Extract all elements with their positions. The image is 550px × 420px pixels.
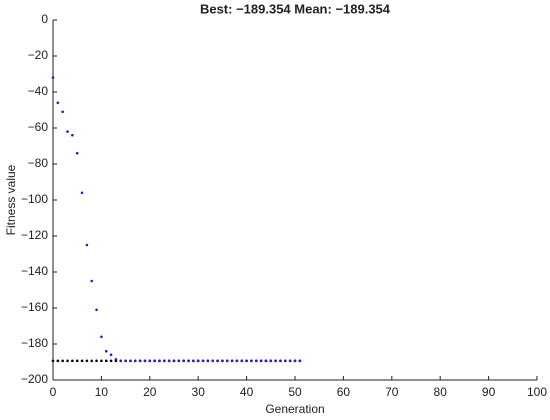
point xyxy=(211,359,215,363)
point xyxy=(187,359,190,363)
point xyxy=(124,359,127,363)
point xyxy=(71,359,74,363)
y-axis-label: Fitness value xyxy=(4,164,18,235)
x-tick-label: 60 xyxy=(337,385,351,399)
point xyxy=(104,349,108,353)
point xyxy=(66,130,69,133)
x-tick-label: 80 xyxy=(434,385,448,399)
point xyxy=(274,359,277,363)
y-tick-label: −40 xyxy=(28,84,49,98)
point xyxy=(61,359,64,363)
point xyxy=(235,359,239,363)
point xyxy=(90,279,94,283)
chart-title: Best: −189.354 Mean: −189.354 xyxy=(200,1,391,16)
y-tick-label: −60 xyxy=(28,120,49,134)
y-tick-label: −80 xyxy=(28,156,49,170)
x-tick-label: 30 xyxy=(192,385,206,399)
point xyxy=(254,359,258,363)
point xyxy=(293,359,297,363)
x-tick-label: 90 xyxy=(482,385,496,399)
point xyxy=(182,359,185,363)
point xyxy=(75,359,79,363)
y-tick-label: 0 xyxy=(41,12,48,26)
point xyxy=(163,359,166,363)
y-tick-label: −140 xyxy=(21,264,48,278)
point xyxy=(100,359,103,363)
point xyxy=(216,359,219,363)
x-tick-label: 70 xyxy=(385,385,399,399)
x-tick-label: 40 xyxy=(240,385,254,399)
point xyxy=(129,359,132,363)
point xyxy=(279,359,282,363)
y-tick-label: −180 xyxy=(21,336,48,350)
point xyxy=(153,359,156,363)
y-tick-label: −20 xyxy=(28,48,49,62)
x-tick-label: 0 xyxy=(50,385,57,399)
point xyxy=(206,359,210,363)
point xyxy=(148,359,152,363)
point xyxy=(133,359,137,363)
point xyxy=(269,359,273,363)
point xyxy=(143,359,147,363)
point xyxy=(85,243,89,247)
point xyxy=(284,359,287,363)
point xyxy=(225,359,229,363)
point xyxy=(114,358,118,361)
point xyxy=(167,359,171,363)
point xyxy=(298,359,302,363)
x-tick-label: 50 xyxy=(288,385,302,399)
point xyxy=(100,335,103,339)
point xyxy=(95,359,98,363)
point xyxy=(288,359,292,363)
point xyxy=(80,191,84,195)
point xyxy=(90,359,94,363)
point xyxy=(95,308,98,312)
point xyxy=(230,359,234,363)
point xyxy=(109,359,113,363)
x-tick-label: 100 xyxy=(527,385,547,399)
point xyxy=(245,359,248,363)
y-tick-label: −120 xyxy=(21,228,48,242)
point xyxy=(109,353,113,357)
point xyxy=(172,359,176,363)
point xyxy=(119,359,123,363)
point xyxy=(61,110,64,114)
point xyxy=(80,359,84,363)
point xyxy=(240,359,244,363)
x-tick-label: 20 xyxy=(143,385,157,399)
point xyxy=(259,359,263,363)
point xyxy=(196,359,200,363)
point xyxy=(138,359,142,363)
y-tick-label: −160 xyxy=(21,300,48,314)
point xyxy=(66,359,69,363)
point xyxy=(250,359,253,363)
point xyxy=(158,359,161,363)
y-tick-label: −100 xyxy=(21,192,48,206)
point xyxy=(51,359,55,363)
x-axis-label: Generation xyxy=(265,402,324,416)
point xyxy=(51,76,55,79)
point xyxy=(56,101,60,105)
point xyxy=(201,359,205,363)
point xyxy=(177,359,181,363)
point xyxy=(75,151,79,155)
point xyxy=(71,133,74,137)
point xyxy=(56,359,60,363)
point xyxy=(221,359,224,363)
point xyxy=(85,359,89,363)
x-tick-label: 10 xyxy=(95,385,109,399)
y-tick-label: −200 xyxy=(21,372,48,386)
point xyxy=(104,359,108,363)
point xyxy=(264,359,268,363)
point xyxy=(192,359,195,363)
